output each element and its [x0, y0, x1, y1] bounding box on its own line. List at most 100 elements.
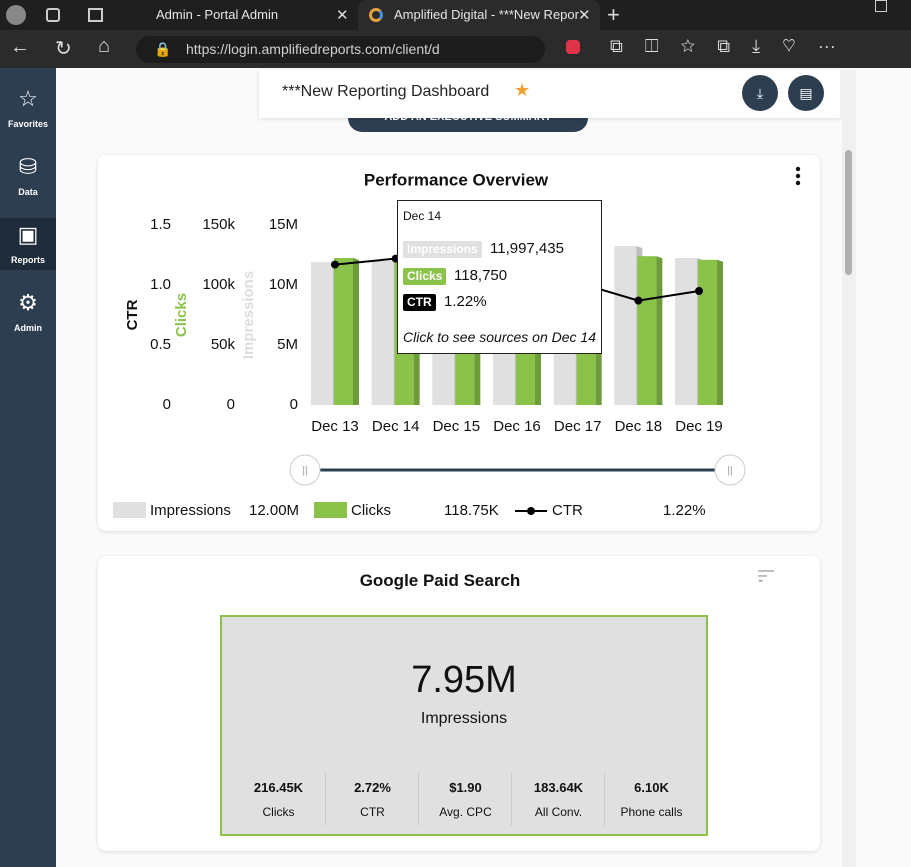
tooltip-value: 1.22% [444, 293, 487, 310]
tooltip-badge: Impressions [403, 241, 482, 258]
kpi-box: 7.95M Impressions 216.45K Clicks 2.72% CTR $… [220, 615, 708, 836]
pdf-button[interactable]: ▤ [788, 75, 824, 111]
sidebar-item[interactable]: ⛁ Data [0, 150, 56, 202]
metric-value: $1.90 [449, 780, 482, 795]
legend-summary: 118.75K [444, 502, 499, 519]
metric: 216.45K Clicks [232, 772, 325, 826]
sidebar-icon: ☆ [18, 86, 38, 111]
bar-side [353, 258, 359, 405]
metric-value: 2.72% [354, 780, 391, 795]
home-button[interactable]: ⌂ [98, 35, 111, 57]
line-marker [695, 287, 704, 295]
back-button[interactable]: ← [10, 36, 30, 58]
legend-marker [527, 507, 535, 515]
y-tick-label: 100k [202, 276, 235, 293]
sidebar-icon: ⛁ [18, 154, 38, 179]
bar-front [698, 259, 718, 405]
card-title: Google Paid Search [359, 571, 521, 590]
y-tick-label: 0 [290, 396, 298, 413]
y-tick-label: 5M [277, 336, 298, 353]
sidebar-label: Admin [14, 323, 42, 333]
metric-value: 6.10K [634, 780, 669, 795]
y-tick-label: 50k [211, 336, 236, 353]
sidebar-icon: ⚙ [18, 290, 38, 315]
tab-close[interactable]: ✕ [336, 7, 349, 24]
metric: 2.72% CTR [325, 772, 419, 826]
y-tick-label: 0.5 [150, 336, 171, 353]
window-button[interactable] [875, 0, 887, 12]
lock-icon: 🔒 [154, 41, 172, 57]
tooltip-badge: Clicks [403, 267, 447, 285]
y-tick-label: 1.5 [150, 216, 171, 233]
y-tick-label: 150k [202, 216, 235, 233]
metric-label: Phone calls [620, 805, 683, 819]
extension-icon[interactable] [566, 40, 580, 54]
new-tab[interactable]: + [607, 2, 620, 27]
legend-label: CTR [552, 502, 583, 519]
tooltip: Dec 14 Click to see sources on Dec 14 Im… [397, 200, 602, 354]
legend-label: Impressions [150, 502, 231, 519]
metric-label: Avg. CPC [439, 805, 492, 819]
metric: $1.90 Avg. CPC [418, 772, 512, 826]
y-tick-label: 0 [227, 396, 235, 413]
bar-side [656, 256, 663, 405]
legend-swatch [113, 502, 146, 518]
axis-title: Impressions [240, 271, 257, 359]
tab-active[interactable]: Amplified Digital - ***New Repor [358, 0, 600, 30]
legend-summary: 1.22% [663, 502, 706, 519]
bar-front [675, 258, 698, 405]
bar-front [637, 256, 657, 405]
tab[interactable]: Admin - Portal Admin [156, 7, 279, 22]
line-marker [634, 296, 643, 305]
bar [637, 256, 663, 405]
filter-icon[interactable]: — – - [758, 562, 774, 589]
tooltip-badge: CTR [403, 294, 436, 311]
tab-actions-icon[interactable] [88, 8, 103, 22]
sidebar-item[interactable]: ▣ Reports [0, 218, 56, 270]
metric: 183.64K All Conv. [511, 772, 605, 826]
y-tick-label: 10M [269, 276, 298, 293]
chart-title: Performance Overview [364, 170, 549, 189]
legend-swatch [314, 502, 347, 518]
y-tick-label: 15M [269, 216, 298, 233]
tooltip-title: Dec 14 [403, 209, 442, 223]
reload-button[interactable]: ↻ [55, 38, 72, 60]
tab-close[interactable]: ✕ [578, 7, 591, 24]
metric-value: 183.64K [533, 780, 584, 795]
toolbar-icons[interactable]: ⧉◫☆⧉⤓♡⋯ [610, 36, 858, 56]
workspaces-icon[interactable] [46, 8, 60, 22]
scrollbar[interactable] [842, 70, 856, 867]
bar-front [311, 262, 333, 405]
sidebar-item[interactable]: ⚙ Admin [0, 286, 56, 338]
metric-label: Clicks [262, 805, 295, 819]
bar-front [371, 261, 394, 405]
bar-front [614, 246, 637, 405]
sidebar-item[interactable]: ☆ Favorites [0, 82, 56, 134]
download-button[interactable]: ⤓ [742, 75, 778, 111]
legend-label: Clicks [351, 502, 391, 519]
bar-front [334, 258, 353, 405]
legend-summary: 12.00M [249, 502, 299, 519]
x-tick-label: Dec 15 [433, 418, 481, 435]
menu-icon[interactable] [795, 166, 801, 186]
kpi-value: 7.95M [411, 659, 517, 701]
url-bar[interactable]: https://login.amplifiedreports.com/clien… [136, 36, 545, 63]
range-slider[interactable]: || || [289, 454, 746, 486]
line-marker [331, 260, 339, 269]
sidebar-label: Favorites [7, 119, 49, 129]
bar [698, 259, 724, 405]
axis-title: CTR [124, 299, 141, 330]
metric-value: 216.45K [253, 780, 304, 795]
sidebar: ☆ Favorites ⛁ Data ▣ Reports ⚙ Admin [0, 68, 56, 867]
scroll-thumb[interactable] [845, 150, 852, 275]
bar-side [717, 259, 724, 405]
axis-title: Clicks [173, 293, 190, 337]
x-tick-label: Dec 17 [554, 418, 602, 435]
favorite-star[interactable]: ★ [514, 80, 531, 100]
x-tick-label: Dec 18 [615, 418, 663, 435]
tab-bar: Admin - Portal Admin ✕ Amplified Digital… [0, 0, 911, 30]
profile-avatar[interactable] [6, 5, 26, 25]
y-tick-label: 0 [163, 396, 171, 413]
site-icon [369, 8, 383, 22]
